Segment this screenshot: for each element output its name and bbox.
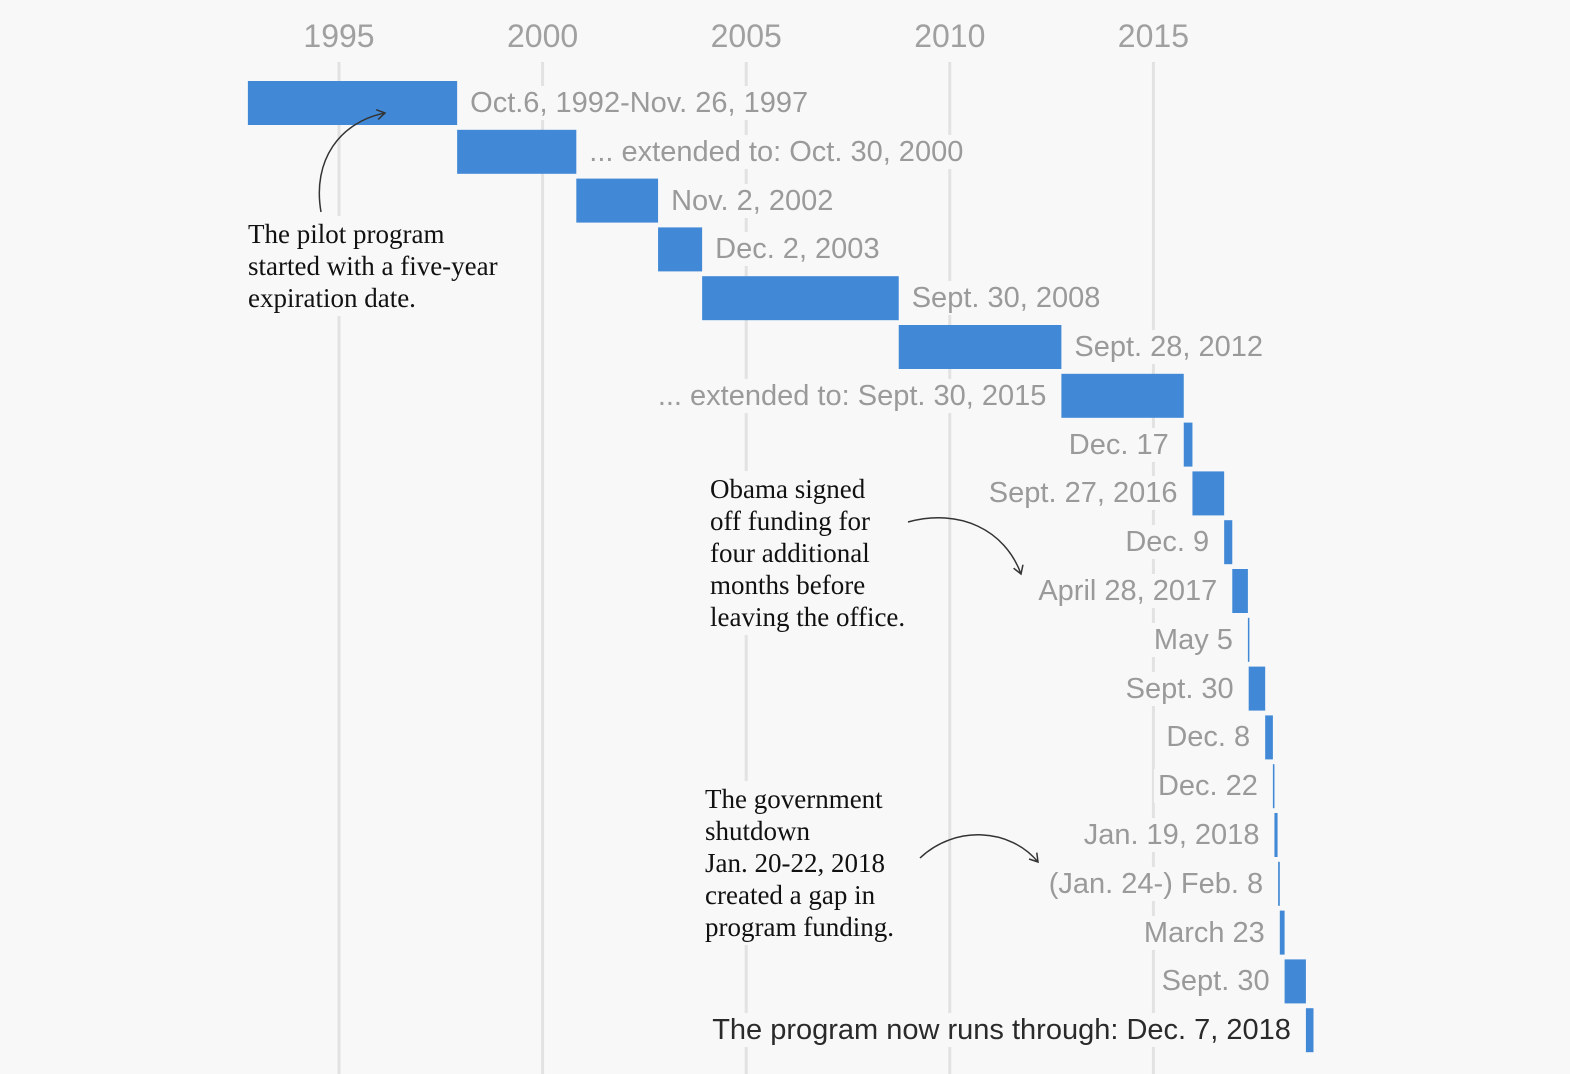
annotation-line: off funding for bbox=[710, 506, 870, 536]
bar-label: Dec. 22 bbox=[1153, 769, 1262, 804]
annotation-line: four additional bbox=[710, 538, 870, 568]
bar-label: Nov. 2, 2002 bbox=[667, 183, 838, 218]
annotation-line: expiration date. bbox=[248, 283, 416, 313]
bar-label: Dec. 9 bbox=[1121, 525, 1214, 560]
bar-label: The program now runs through: Dec. 7, 20… bbox=[708, 1013, 1295, 1048]
bar-label: ... extended to: Oct. 30, 2000 bbox=[585, 134, 968, 169]
bar-label: (Jan. 24-) Feb. 8 bbox=[1044, 866, 1268, 901]
bar-label: Sept. 28, 2012 bbox=[1070, 330, 1268, 364]
bar-label: Dec. 2, 2003 bbox=[711, 232, 884, 267]
annotation-line: Obama signed bbox=[710, 474, 866, 504]
annotation-line: program funding. bbox=[705, 912, 894, 942]
bar bbox=[1183, 422, 1193, 467]
bar bbox=[1061, 373, 1184, 418]
bar bbox=[457, 129, 577, 174]
bar bbox=[1265, 715, 1273, 760]
bar-label: ... extended to: Sept. 30, 2015 bbox=[653, 378, 1051, 413]
bar-label: Jan. 19, 2018 bbox=[1079, 818, 1264, 852]
bar-label: Sept. 30, 2008 bbox=[907, 281, 1105, 316]
annotation-line: The government bbox=[705, 784, 883, 814]
bar bbox=[1232, 569, 1248, 613]
bar bbox=[898, 325, 1062, 369]
bar bbox=[1248, 666, 1266, 711]
bar-label: Sept. 27, 2016 bbox=[984, 476, 1182, 511]
bar bbox=[1278, 861, 1280, 906]
bar bbox=[576, 178, 659, 223]
x-tick-label: 2010 bbox=[914, 18, 986, 54]
annotation-line: months before bbox=[710, 570, 866, 600]
x-tick-label: 2005 bbox=[710, 18, 782, 54]
bar-label: Dec. 8 bbox=[1162, 720, 1255, 755]
bar bbox=[1279, 910, 1285, 955]
bar-label: Sept. 30 bbox=[1157, 964, 1274, 999]
bar bbox=[658, 227, 703, 272]
x-tick-label: 2015 bbox=[1117, 18, 1189, 54]
bar-label: Oct.6, 1992-Nov. 26, 1997 bbox=[466, 86, 813, 120]
bar bbox=[702, 276, 899, 321]
annotation-line: started with a five-year bbox=[248, 251, 498, 281]
annotation-line: shutdown bbox=[705, 816, 811, 846]
annotation-shutdown: The government shutdown Jan. 20-22, 2018… bbox=[701, 781, 898, 945]
annotation-line: created a gap in bbox=[705, 880, 876, 910]
bar bbox=[1274, 813, 1278, 857]
bar bbox=[1224, 520, 1233, 565]
annotation-line: Jan. 20-22, 2018 bbox=[705, 848, 885, 878]
bar bbox=[1284, 959, 1306, 1004]
bar-label: March 23 bbox=[1139, 915, 1269, 950]
x-tick-label: 1995 bbox=[303, 18, 375, 54]
bar bbox=[1305, 1008, 1314, 1053]
annotation-line: leaving the office. bbox=[710, 602, 906, 632]
bar-label: Dec. 17 bbox=[1064, 427, 1173, 462]
x-tick-label: 2000 bbox=[507, 18, 579, 54]
annotation-line: The pilot program bbox=[248, 219, 445, 249]
bar-label: May 5 bbox=[1149, 622, 1237, 657]
bar-label: Sept. 30 bbox=[1121, 671, 1238, 706]
annotation-pilot-program: The pilot program started with a five-ye… bbox=[244, 216, 502, 316]
bar bbox=[1192, 471, 1225, 516]
annotation-obama: Obama signed off funding for four additi… bbox=[706, 471, 910, 635]
bar bbox=[1247, 617, 1250, 662]
bar bbox=[1272, 764, 1275, 809]
bar bbox=[247, 81, 458, 125]
bar-label: April 28, 2017 bbox=[1034, 574, 1222, 608]
